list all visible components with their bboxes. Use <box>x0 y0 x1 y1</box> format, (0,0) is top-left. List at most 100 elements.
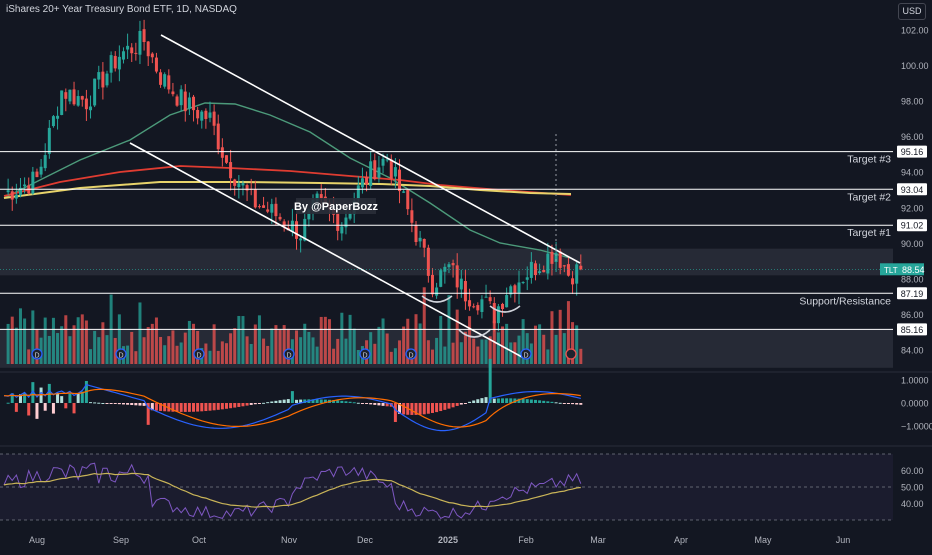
macd-hist-bar <box>257 403 261 404</box>
currency-button[interactable]: USD <box>898 3 926 20</box>
macd-hist-bar <box>212 403 216 411</box>
rsi-tick-label: 40.00 <box>901 499 924 509</box>
macd-hist-bar <box>56 392 60 403</box>
macd-hist-bar <box>525 399 529 403</box>
macd-hist-bar <box>171 403 175 412</box>
volume-bar <box>546 349 550 364</box>
candle-body <box>348 213 352 219</box>
macd-hist-bar <box>521 398 525 403</box>
volume-bar <box>117 314 121 364</box>
time-tick-label: Aug <box>29 535 45 545</box>
candle-body <box>455 265 459 288</box>
candle-body <box>101 71 105 88</box>
macd-hist-bar <box>192 403 196 412</box>
volume-bar <box>216 350 220 364</box>
macd-hist-bar <box>410 403 414 415</box>
candle-body <box>187 97 191 109</box>
macd-hist-bar <box>538 400 542 403</box>
volume-bar <box>72 325 76 364</box>
macd-hist-bar <box>422 403 426 415</box>
volume-bar <box>496 332 500 364</box>
volume-bar <box>14 327 18 364</box>
volume-bar <box>377 326 381 364</box>
macd-hist-bar <box>142 403 146 406</box>
volume-bar <box>406 318 410 364</box>
macd-hist-bar <box>303 399 307 403</box>
candle-body <box>521 282 525 284</box>
macd-hist-bar <box>488 358 492 403</box>
level-price-label: 87.19 <box>901 289 924 299</box>
candle-body <box>18 187 22 196</box>
volume-bar <box>233 328 237 364</box>
macd-hist-bar <box>529 399 533 403</box>
volume-bar <box>101 322 105 364</box>
level-name-label: Support/Resistance <box>799 295 891 307</box>
candle-body <box>439 270 443 287</box>
macd-hist-bar <box>451 403 455 408</box>
volume-bar <box>352 328 356 364</box>
candle-body <box>72 89 76 105</box>
macd-hist-bar <box>558 402 562 404</box>
volume-bar <box>426 340 430 364</box>
dividend-icon <box>405 348 417 360</box>
sma-200-line <box>3 181 572 199</box>
volume-bar <box>266 345 270 364</box>
volume-bar <box>311 337 315 364</box>
rsi-tick-label: 50.00 <box>901 483 924 493</box>
candle-body <box>23 184 27 187</box>
volume-bar <box>253 324 257 364</box>
macd-hist-bar <box>484 397 488 403</box>
candle-body <box>533 263 537 276</box>
macd-hist-bar <box>253 403 257 405</box>
volume-bar <box>278 329 282 364</box>
volume-bar <box>179 342 183 364</box>
time-tick-label: 2025 <box>438 535 458 545</box>
time-tick-label: Oct <box>192 535 207 545</box>
macd-hist-bar <box>336 400 340 403</box>
price-tick-label: 100.00 <box>901 61 929 71</box>
macd-hist-bar <box>233 403 237 408</box>
volume-bar <box>270 328 274 364</box>
candle-body <box>406 189 410 210</box>
macd-hist-bar <box>109 403 113 404</box>
macd-hist-bar <box>175 403 179 412</box>
candle-body <box>60 90 64 115</box>
candle-body <box>410 210 414 223</box>
macd-hist-bar <box>204 403 208 412</box>
macd-hist-bar <box>352 402 356 404</box>
rsi-ma-line <box>3 472 581 508</box>
dividend-icon-label: D <box>34 353 39 360</box>
macd-hist-bar <box>562 403 566 404</box>
candle-body <box>340 226 344 234</box>
macd-hist-bar <box>266 402 270 404</box>
macd-hist-bar <box>43 403 47 411</box>
volume-bar <box>381 318 385 364</box>
macd-hist-bar <box>550 401 554 403</box>
candle-body <box>35 171 39 178</box>
volume-bar <box>192 323 196 364</box>
volume-bar <box>224 343 228 364</box>
volume-bar <box>430 349 434 364</box>
candle-body <box>56 115 60 119</box>
candle-body <box>183 91 187 112</box>
candle-body <box>546 253 550 274</box>
volume-bar <box>472 338 476 364</box>
macd-hist-bar <box>348 401 352 403</box>
macd-hist-bar <box>435 403 439 413</box>
candle-body <box>566 264 570 276</box>
macd-hist-bar <box>179 403 183 412</box>
macd-hist-bar <box>23 392 27 403</box>
candle-body <box>377 167 381 178</box>
candle-body <box>179 89 183 106</box>
macd-hist-bar <box>60 396 64 403</box>
macd-hist-bar <box>426 403 430 414</box>
candle-body <box>299 238 303 241</box>
volume-bar <box>286 328 290 364</box>
volume-bar <box>398 340 402 364</box>
macd-hist-bar <box>216 403 220 410</box>
volume-bar <box>336 338 340 364</box>
macd-hist-bar <box>130 403 134 406</box>
macd-hist-bar <box>356 402 360 404</box>
